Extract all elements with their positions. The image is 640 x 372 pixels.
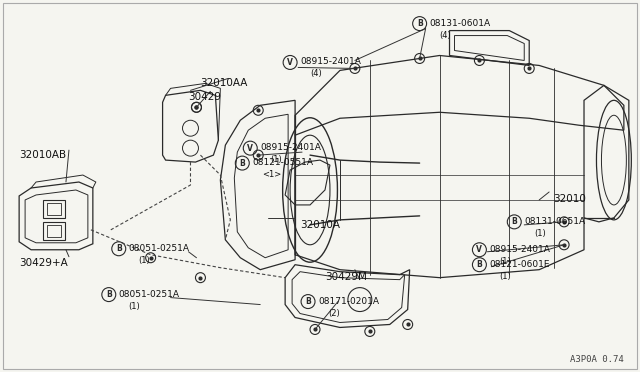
Text: 08915-2401A: 08915-2401A bbox=[490, 245, 550, 254]
Text: B: B bbox=[239, 158, 245, 167]
Text: 32010AB: 32010AB bbox=[19, 150, 67, 160]
Text: 30429+A: 30429+A bbox=[19, 258, 68, 268]
Bar bbox=[43, 200, 65, 218]
Text: (4): (4) bbox=[310, 70, 322, 78]
Text: B: B bbox=[511, 217, 517, 227]
Bar bbox=[43, 222, 65, 240]
Text: <1>: <1> bbox=[262, 170, 282, 179]
Bar bbox=[47, 225, 61, 237]
Text: 08051-0251A: 08051-0251A bbox=[119, 290, 180, 299]
Text: B: B bbox=[106, 290, 111, 299]
Text: A3P0A 0.74: A3P0A 0.74 bbox=[570, 355, 624, 364]
Text: B: B bbox=[305, 297, 311, 306]
Bar bbox=[47, 203, 61, 215]
Text: 08121-0601E: 08121-0601E bbox=[490, 260, 550, 269]
Text: 08915-2401A: 08915-2401A bbox=[300, 58, 361, 67]
Text: V: V bbox=[247, 144, 253, 153]
Text: 32010: 32010 bbox=[553, 194, 586, 204]
Text: 08051-0251A: 08051-0251A bbox=[129, 244, 189, 253]
Text: B: B bbox=[477, 260, 483, 269]
Text: (1): (1) bbox=[139, 256, 150, 265]
Text: V: V bbox=[476, 245, 483, 254]
Text: 08131-0651A: 08131-0651A bbox=[524, 217, 586, 226]
Text: (2): (2) bbox=[328, 308, 340, 318]
Text: (1): (1) bbox=[499, 272, 511, 281]
Text: 08915-2401A: 08915-2401A bbox=[260, 143, 321, 152]
Text: 32010AA: 32010AA bbox=[200, 78, 248, 89]
Text: B: B bbox=[116, 244, 122, 253]
Text: 30429: 30429 bbox=[189, 92, 221, 102]
Text: B: B bbox=[417, 19, 422, 28]
Text: (1): (1) bbox=[129, 302, 140, 311]
Text: (1): (1) bbox=[499, 257, 511, 266]
Text: 08121-0551A: 08121-0551A bbox=[252, 158, 313, 167]
Text: 08131-0601A: 08131-0601A bbox=[429, 19, 491, 28]
Text: 32010A: 32010A bbox=[300, 220, 340, 230]
Text: (4): (4) bbox=[440, 31, 451, 39]
Text: 08171-0201A: 08171-0201A bbox=[318, 296, 379, 305]
Text: V: V bbox=[287, 58, 293, 67]
Text: (1): (1) bbox=[534, 229, 546, 238]
Text: 30429M: 30429M bbox=[325, 272, 367, 282]
Text: (1): (1) bbox=[270, 155, 282, 164]
